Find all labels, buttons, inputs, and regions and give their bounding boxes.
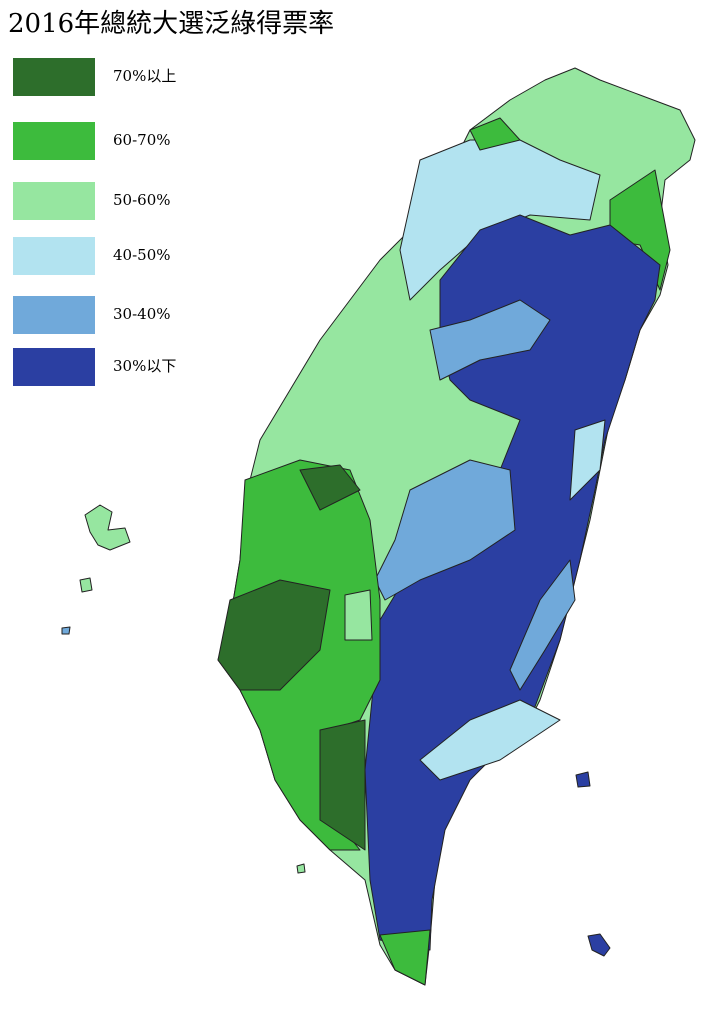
map-region	[575, 771, 591, 788]
map-region	[217, 579, 331, 691]
map-region	[469, 117, 521, 151]
legend-swatch	[13, 348, 95, 386]
map-region	[374, 459, 516, 601]
legend-swatch	[13, 296, 95, 334]
map-region	[344, 589, 373, 641]
map-region	[379, 929, 431, 986]
legend-swatch	[13, 182, 95, 220]
map-region	[84, 504, 131, 551]
map-region	[569, 419, 606, 501]
map-region	[429, 299, 551, 381]
map-region	[319, 719, 366, 851]
legend-swatch	[13, 237, 95, 275]
map-region	[299, 464, 361, 511]
legend-label: 40-50%	[113, 246, 171, 264]
legend-label: 70%以上	[113, 67, 176, 85]
legend-label: 60-70%	[113, 131, 171, 149]
map-region	[509, 559, 576, 691]
map-region	[61, 626, 71, 635]
legend-swatch	[13, 58, 95, 96]
map	[61, 67, 696, 986]
title: 2016年總統大選泛綠得票率	[8, 9, 334, 39]
legend-label: 30%以下	[113, 357, 176, 375]
map-region	[79, 577, 93, 593]
map-region	[587, 933, 611, 957]
legend-swatch	[13, 122, 95, 160]
legend-label: 30-40%	[113, 305, 171, 323]
map-region	[296, 863, 306, 874]
legend: 70%以上 60-70% 50-60% 40-50% 30-40% 30%以下	[13, 58, 176, 386]
map-region	[419, 699, 561, 781]
legend-label: 50-60%	[113, 191, 171, 209]
